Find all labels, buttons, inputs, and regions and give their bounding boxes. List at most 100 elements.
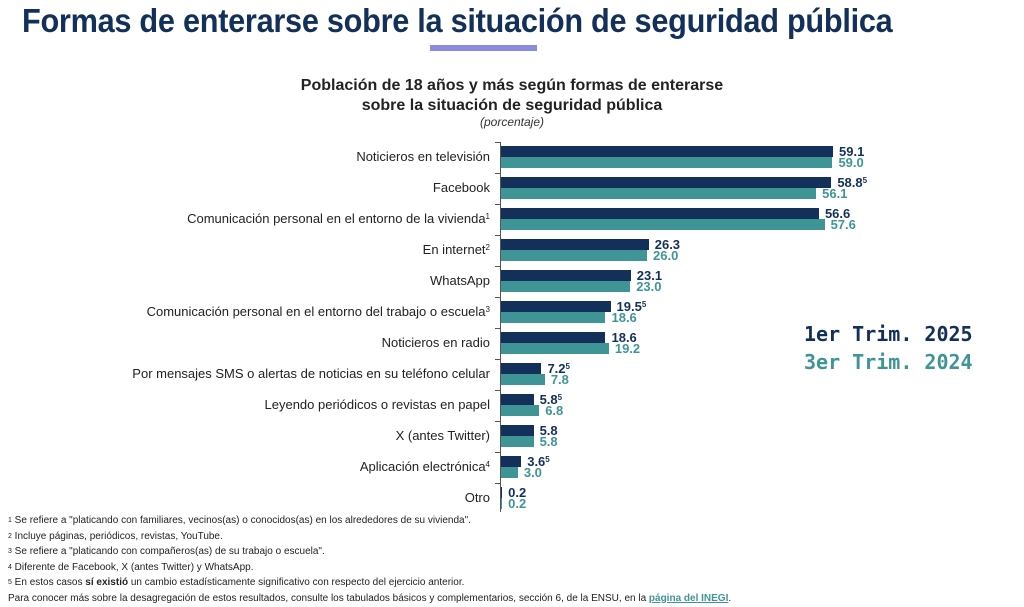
category-text: Aplicación electrónica [359,459,486,474]
bar-2025 [501,239,649,250]
bar-2024 [501,312,606,323]
value-note: 5 [545,455,550,464]
footnote-mark: 2 [8,532,12,540]
bar-2024 [501,281,631,292]
y-axis [500,142,501,512]
footnote-bold: sí existió [85,577,129,588]
category-text: Facebook [432,180,490,195]
category-label: Otro [465,490,490,506]
value-label-2025: 5.85 [540,393,563,406]
axis-tick [495,421,500,422]
inegi-link[interactable]: página del INEGI [648,592,729,604]
value-label-2024: 18.6 [611,311,636,324]
bar-2024 [501,436,534,447]
category-note: 2 [485,243,490,252]
category-label: Facebook [433,180,490,196]
footnote-mark: 3 [8,548,12,555]
chart-unit: (porcentaje) [479,115,545,129]
footnote-4: 4 Diferente de Facebook, X (antes Twitte… [8,560,731,576]
value-text: 5.8 [539,423,558,438]
value-label-2024: 0.2 [508,497,526,510]
bar-2024 [501,467,518,478]
chart-title: Población de 18 años y más según formas … [0,76,1024,116]
category-label: Leyendo periódicos o revistas en papel [265,397,490,413]
value-text: 7.2 [547,361,566,376]
axis-tick [495,452,500,453]
value-text: 3.0 [523,465,542,480]
value-label-2024: 56.1 [822,187,847,200]
value-text: 56.1 [822,186,848,201]
value-text: 57.6 [830,217,856,232]
legend-2025: 1er Trim. 2025 [804,322,973,346]
value-label-2024: 19.2 [615,342,640,355]
footnote-text: Diferente de Facebook, X (antes Twitter)… [11,561,254,573]
footnote-text: En estos casos [11,577,86,588]
bar-2025 [501,177,832,188]
footnote-text: un cambio estadísticamente significativo… [128,577,465,588]
bar-2024 [501,250,648,261]
category-label: Comunicación personal en el entorno de l… [187,211,490,227]
footnotes: 1 Se refiere a "platicando con familiare… [8,513,731,606]
category-text: Comunicación personal en el entorno de l… [187,211,486,226]
chart-title-line2: sobre la situación de seguridad pública [361,97,663,114]
category-note: 1 [485,212,490,221]
value-label-2024: 5.8 [540,435,558,448]
value-text: 18.6 [611,330,637,345]
page-title: Formas de enterarse sobre la situación d… [22,2,893,39]
footnote-text: Incluye páginas, periódicos, revistas, Y… [11,530,223,542]
value-text: 6.8 [545,403,564,418]
bar-2024 [501,157,833,168]
bar-2025 [501,363,542,374]
value-text: 58.8 [837,175,863,190]
category-label: Noticieros en televisión [356,149,490,165]
axis-tick [495,173,500,174]
value-label-2025: 56.6 [825,207,850,220]
bar-2024 [501,219,825,230]
bar-2025 [501,146,833,157]
axis-tick [495,204,500,205]
category-label: Por mensajes SMS o alertas de noticias e… [132,366,490,382]
bar-2025 [501,270,631,281]
category-note: 4 [485,460,490,469]
value-label-2024: 59.0 [838,156,863,169]
bar-2024 [501,343,609,354]
value-label-2024: 3.0 [524,466,542,479]
bar-2025 [501,394,534,405]
value-label-2024: 26.0 [653,249,678,262]
value-note: 5 [862,176,868,185]
value-text: 0.2 [508,485,527,500]
bar-2025 [501,487,503,498]
footnote-more: Para conocer más sobre la desagregación … [8,591,731,607]
category-label: Aplicación electrónica4 [360,459,490,475]
value-text: 26.3 [654,237,681,252]
bar-2024 [501,498,503,509]
value-label-2025: 0.2 [508,486,526,499]
value-text: 19.2 [614,341,641,356]
footnote-5: 5 En estos casos sí existió un cambio es… [8,575,731,591]
value-text: 18.6 [611,310,637,325]
category-text: Por mensajes SMS o alertas de noticias e… [132,366,490,381]
value-text: 3.6 [527,454,546,469]
value-note: 5 [641,300,647,309]
axis-tick [495,266,500,267]
footnote-text: Se refiere a "platicando con compañeros(… [11,546,325,557]
bar-2025 [501,301,611,312]
value-label-2025: 23.1 [637,269,662,282]
axis-tick [495,297,500,298]
category-label: Comunicación personal en el entorno del … [147,304,490,320]
value-label-2025: 26.3 [655,238,680,251]
axis-tick [495,390,500,391]
bar-2024 [501,405,540,416]
axis-tick [495,359,500,360]
value-text: 59.1 [839,144,865,159]
axis-tick [495,142,500,143]
bar-2025 [501,425,534,436]
bar-2024 [501,188,817,199]
value-label-2025: 58.85 [837,176,867,189]
chart-title-line1: Población de 18 años y más según formas … [300,77,724,94]
value-label-2024: 23.0 [636,280,661,293]
value-label-2025: 59.1 [839,145,864,158]
value-label-2025: 18.6 [611,331,636,344]
category-text: Noticieros en televisión [356,149,490,164]
bar-2024 [501,374,545,385]
